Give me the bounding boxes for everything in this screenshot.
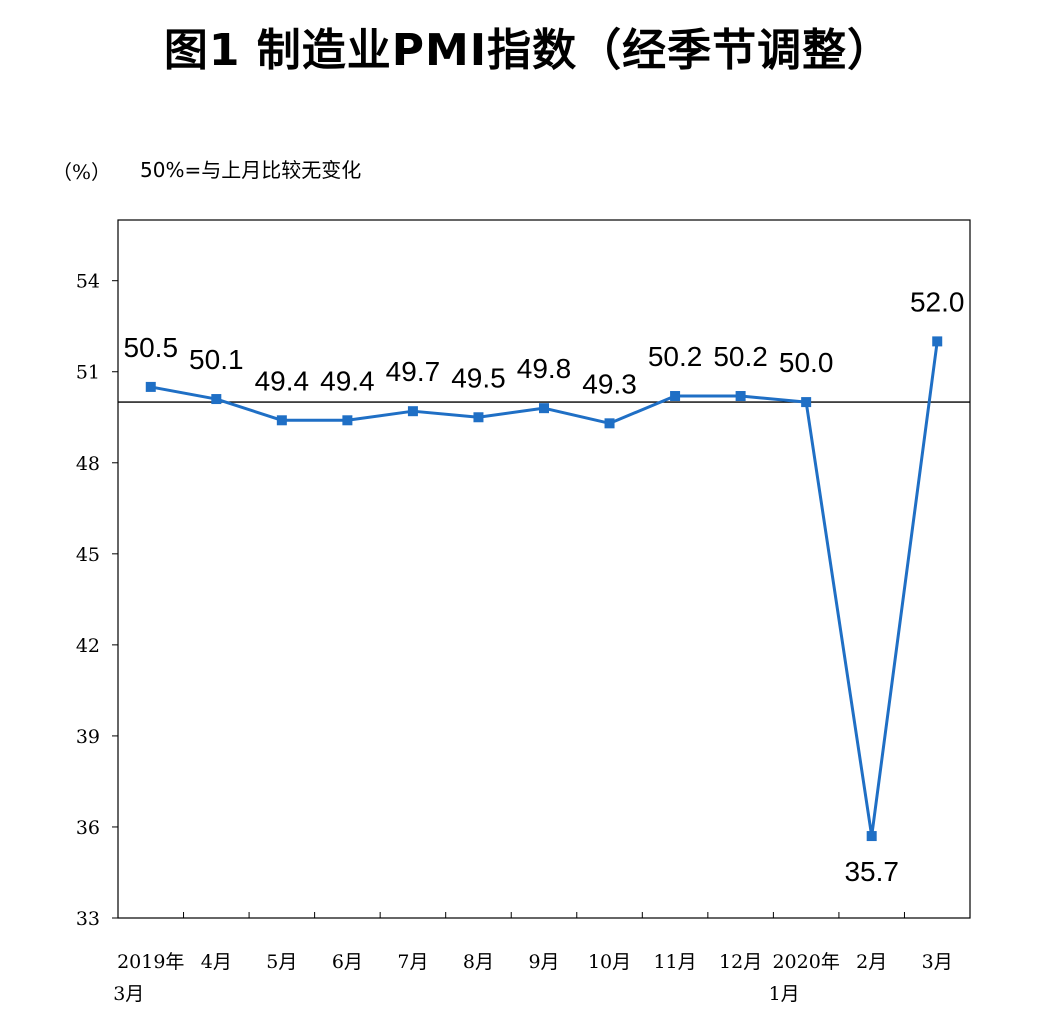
y-tick-label: 51 (76, 362, 100, 384)
data-point (801, 397, 812, 408)
x-tick-label: 5月 (266, 951, 297, 973)
data-label: 49.5 (451, 362, 506, 393)
y-unit-label: （%） (52, 160, 112, 184)
data-point (145, 381, 156, 392)
data-point (473, 412, 484, 423)
data-label: 35.7 (844, 856, 899, 887)
x-tick-label: 2019年 (117, 951, 184, 973)
x-tick-label: 7月 (397, 951, 428, 973)
x-tick-label: 2020年 (772, 951, 839, 973)
data-label: 49.8 (517, 353, 572, 384)
data-label: 50.2 (648, 341, 703, 372)
data-label: 49.4 (255, 365, 310, 396)
data-label: 50.1 (189, 344, 244, 375)
chart-title: 图1 制造业PMI指数（经季节调整） (163, 25, 893, 76)
y-tick-label: 39 (76, 726, 100, 748)
y-tick-label: 48 (76, 453, 100, 475)
data-point (407, 406, 418, 417)
plot-frame (117, 219, 971, 919)
x-tick-label: 2月 (856, 951, 887, 973)
y-tick-label: 36 (76, 817, 100, 839)
data-label: 50.5 (124, 332, 179, 363)
data-point (604, 418, 615, 429)
data-point (539, 403, 549, 414)
data-label: 52.0 (910, 286, 965, 317)
data-label: 49.3 (582, 368, 637, 399)
x-tick-label: 1月 (769, 983, 800, 1005)
data-point (866, 831, 877, 842)
x-tick-label: 11月 (653, 951, 696, 973)
data-point (211, 394, 222, 405)
data-point (932, 336, 943, 347)
y-tick-label: 42 (76, 635, 100, 657)
x-tick-label: 6月 (332, 951, 363, 973)
data-point (670, 391, 681, 402)
data-point (276, 415, 287, 426)
data-label: 49.4 (320, 365, 375, 396)
x-tick-label: 3月 (113, 983, 144, 1005)
x-tick-label: 8月 (463, 951, 494, 973)
x-tick-label: 9月 (528, 951, 559, 973)
x-tick-label: 3月 (922, 951, 953, 973)
x-tick-label: 4月 (201, 951, 232, 973)
data-point (735, 391, 746, 402)
data-label: 49.7 (386, 356, 441, 387)
x-tick-label: 12月 (719, 951, 762, 973)
data-label: 50.2 (713, 341, 768, 372)
reference-note: 50%=与上月比较无变化 (140, 158, 362, 182)
data-label: 50.0 (779, 347, 834, 378)
y-tick-label: 54 (76, 271, 100, 293)
data-point (342, 415, 353, 426)
series-line (150, 341, 939, 838)
x-tick-label: 10月 (588, 951, 631, 973)
y-tick-label: 33 (76, 908, 100, 930)
y-tick-label: 45 (76, 544, 100, 566)
